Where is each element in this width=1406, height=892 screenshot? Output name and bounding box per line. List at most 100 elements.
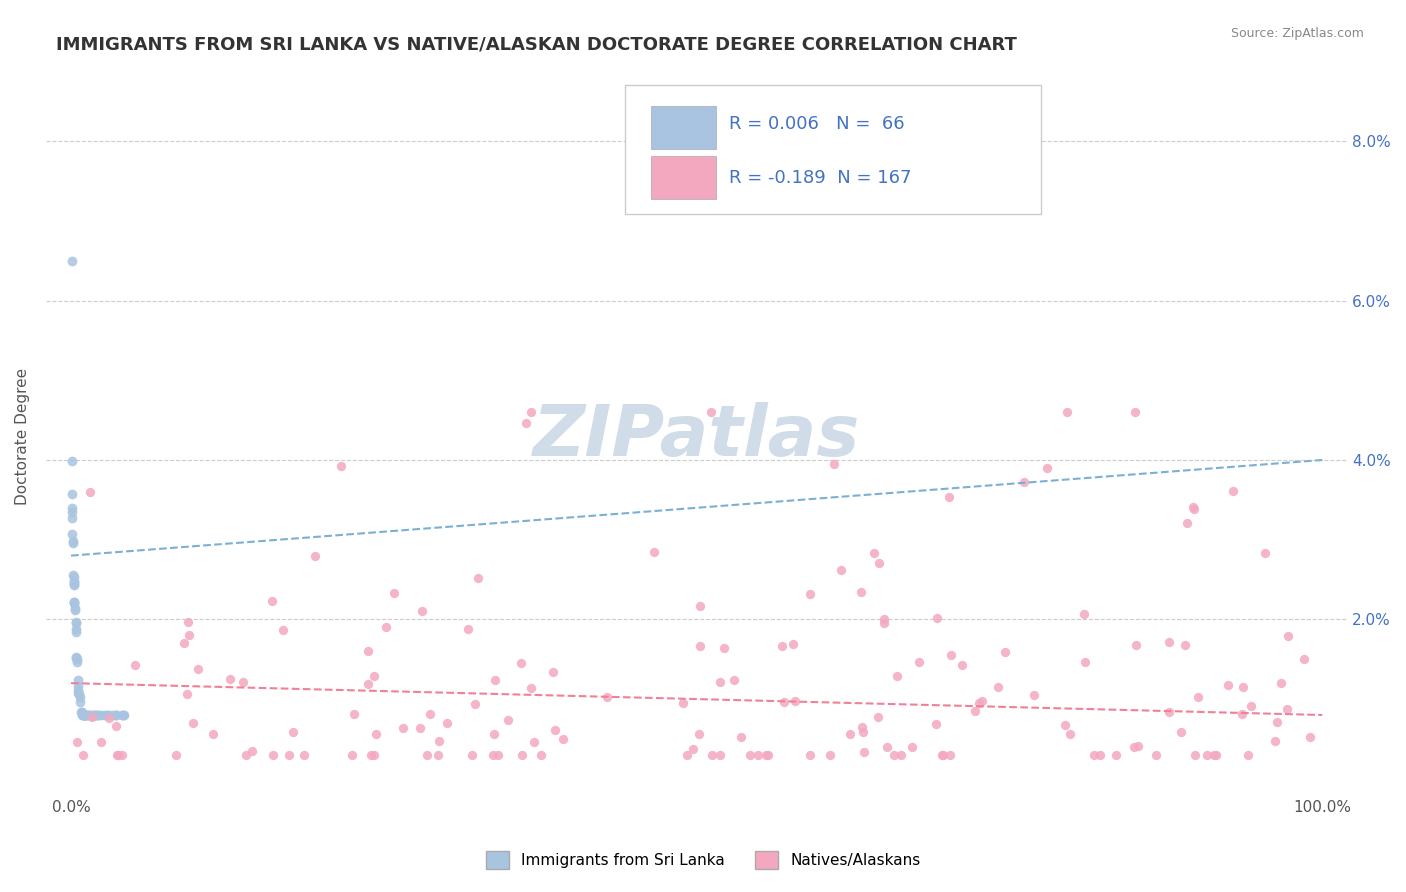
Point	[111, 747, 134, 762]
Point	[1205, 747, 1227, 762]
Point	[1182, 500, 1205, 515]
Point	[868, 710, 890, 724]
Point	[107, 747, 129, 762]
Point	[1216, 678, 1239, 692]
Point	[1232, 706, 1254, 721]
Point	[1182, 502, 1205, 516]
Point	[176, 688, 198, 702]
Point	[782, 637, 804, 651]
Point	[1083, 747, 1105, 762]
Point	[73, 708, 96, 723]
Point	[457, 622, 479, 636]
Point	[73, 708, 96, 723]
Point	[523, 735, 546, 749]
Text: Source: ZipAtlas.com: Source: ZipAtlas.com	[1230, 27, 1364, 40]
Point	[98, 708, 121, 723]
Point	[994, 645, 1017, 659]
Point	[436, 716, 458, 731]
Point	[98, 711, 121, 725]
Point	[408, 722, 430, 736]
Point	[73, 708, 96, 723]
Point	[818, 747, 841, 762]
Point	[112, 708, 135, 723]
Point	[67, 686, 90, 700]
Y-axis label: Doctorate Degree: Doctorate Degree	[15, 368, 30, 505]
Point	[77, 708, 100, 723]
Point	[96, 708, 118, 723]
Point	[65, 650, 87, 665]
Point	[427, 747, 450, 762]
Point	[177, 615, 200, 629]
Point	[416, 747, 439, 762]
Point	[1122, 740, 1144, 755]
Point	[464, 698, 486, 712]
Point	[63, 600, 86, 615]
Point	[823, 458, 845, 472]
Point	[76, 708, 98, 723]
Point	[1270, 676, 1292, 690]
Point	[876, 740, 898, 755]
Point	[79, 708, 101, 723]
Point	[63, 578, 86, 592]
Point	[65, 615, 87, 630]
Point	[851, 720, 873, 734]
Point	[62, 536, 84, 550]
Point	[1144, 747, 1167, 762]
Point	[863, 546, 886, 560]
Text: R = 0.006   N =  66: R = 0.006 N = 66	[730, 115, 905, 133]
Point	[676, 747, 699, 762]
Point	[292, 747, 315, 762]
Point	[486, 747, 509, 762]
Bar	[651, 156, 716, 200]
Point	[63, 595, 86, 609]
Text: R = -0.189  N = 167: R = -0.189 N = 167	[730, 169, 911, 186]
Point	[907, 656, 929, 670]
Point	[66, 735, 89, 749]
Point	[515, 416, 537, 430]
Point	[482, 747, 505, 762]
Point	[520, 681, 543, 696]
Point	[1059, 727, 1081, 741]
Point	[60, 253, 83, 268]
Point	[70, 707, 93, 722]
Point	[366, 727, 388, 741]
Point	[357, 677, 380, 691]
Point	[63, 595, 86, 609]
Point	[783, 693, 806, 707]
Point	[66, 679, 89, 693]
Point	[738, 747, 761, 762]
Point	[60, 511, 83, 525]
Point	[72, 708, 94, 723]
Point	[124, 657, 146, 672]
Point	[62, 534, 84, 549]
Point	[1073, 655, 1095, 669]
Point	[484, 673, 506, 688]
Point	[939, 747, 962, 762]
Text: ZIPatlas: ZIPatlas	[533, 401, 860, 471]
Point	[1157, 705, 1180, 719]
Point	[69, 695, 91, 709]
Point	[963, 705, 986, 719]
Point	[1174, 638, 1197, 652]
Point	[187, 662, 209, 676]
Point	[1073, 607, 1095, 621]
Point	[544, 723, 567, 738]
Point	[1232, 680, 1254, 694]
Point	[65, 650, 87, 665]
Point	[357, 643, 380, 657]
Point	[1299, 731, 1322, 745]
Point	[343, 707, 366, 722]
Point	[773, 696, 796, 710]
Point	[112, 708, 135, 723]
Point	[873, 611, 896, 625]
Point	[931, 747, 953, 762]
Point	[70, 705, 93, 719]
Point	[181, 716, 204, 731]
Point	[1170, 725, 1192, 739]
Point	[1187, 690, 1209, 704]
Point	[747, 747, 769, 762]
Point	[672, 696, 695, 710]
Point	[382, 586, 405, 600]
Point	[330, 458, 353, 473]
Point	[1105, 747, 1128, 762]
